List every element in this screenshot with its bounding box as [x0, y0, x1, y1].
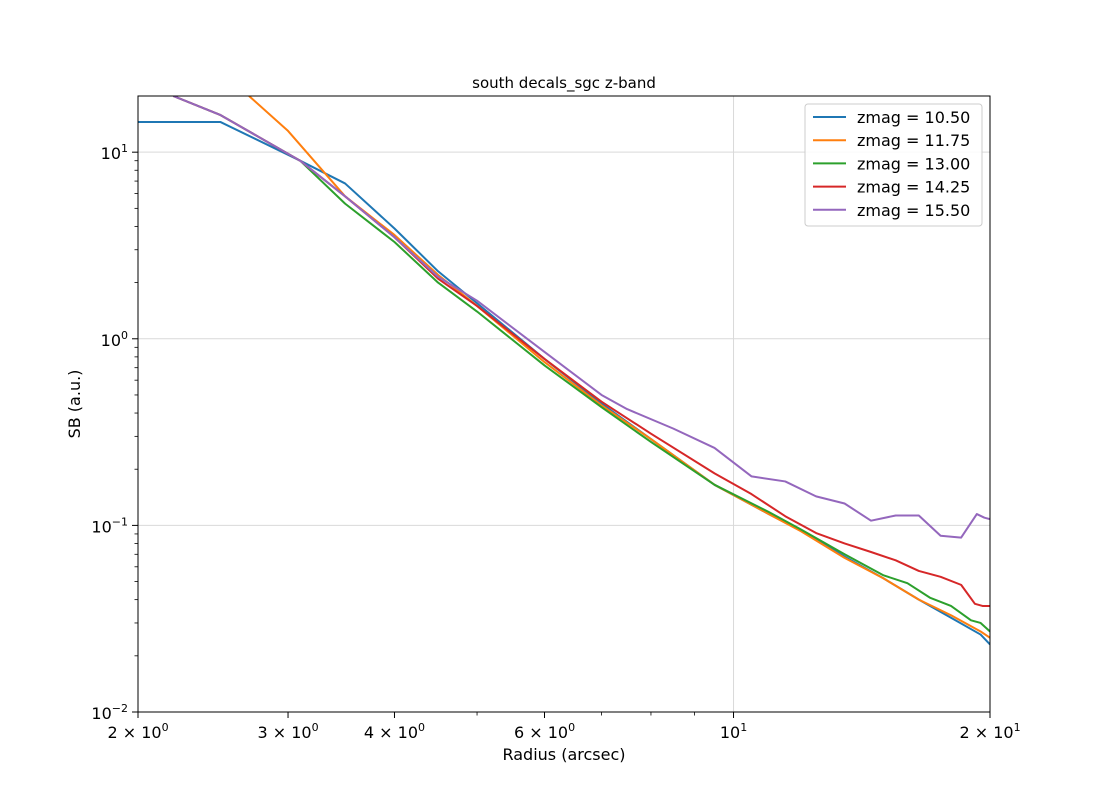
x-tick-label: 101: [720, 721, 747, 742]
y-tick-label: 101: [101, 142, 128, 163]
series-line-2: [248, 96, 990, 639]
legend-label-3: zmag = 13.00: [857, 154, 970, 173]
y-tick-label: 10−2: [91, 702, 128, 723]
series-layer: [138, 96, 990, 646]
x-tick-label: 2 × 101: [959, 721, 1020, 742]
chart-title: south decals_sgc z-band: [472, 74, 656, 93]
y-axis-label: SB (a.u.): [65, 370, 84, 439]
legend-box: [804, 103, 983, 227]
x-tick-label: 6 × 100: [514, 721, 575, 742]
x-axis-label: Radius (arcsec): [502, 745, 625, 764]
plot-frame: [137, 95, 991, 713]
y-tick-label: 10−1: [91, 515, 128, 536]
legend-label-4: zmag = 14.25: [857, 178, 970, 197]
x-tick-label: 2 × 100: [107, 721, 168, 742]
y-tick-label: 100: [101, 329, 128, 350]
x-tick-label: 4 × 100: [364, 721, 425, 742]
legend-label-2: zmag = 11.75: [857, 131, 970, 150]
series-line-3: [172, 96, 990, 633]
legend-label-5: zmag = 15.50: [857, 201, 970, 220]
legend: zmag = 10.50 zmag = 11.75 zmag = 13.00 zmag…: [804, 103, 983, 227]
ticks: 2 × 100 3 × 100 4 × 100 6 × 100 101 2 × 101 10…: [91, 142, 1020, 742]
x-tick-label: 3 × 100: [257, 721, 318, 742]
series-line-5: [172, 96, 990, 539]
legend-label-1: zmag = 10.50: [857, 108, 970, 127]
